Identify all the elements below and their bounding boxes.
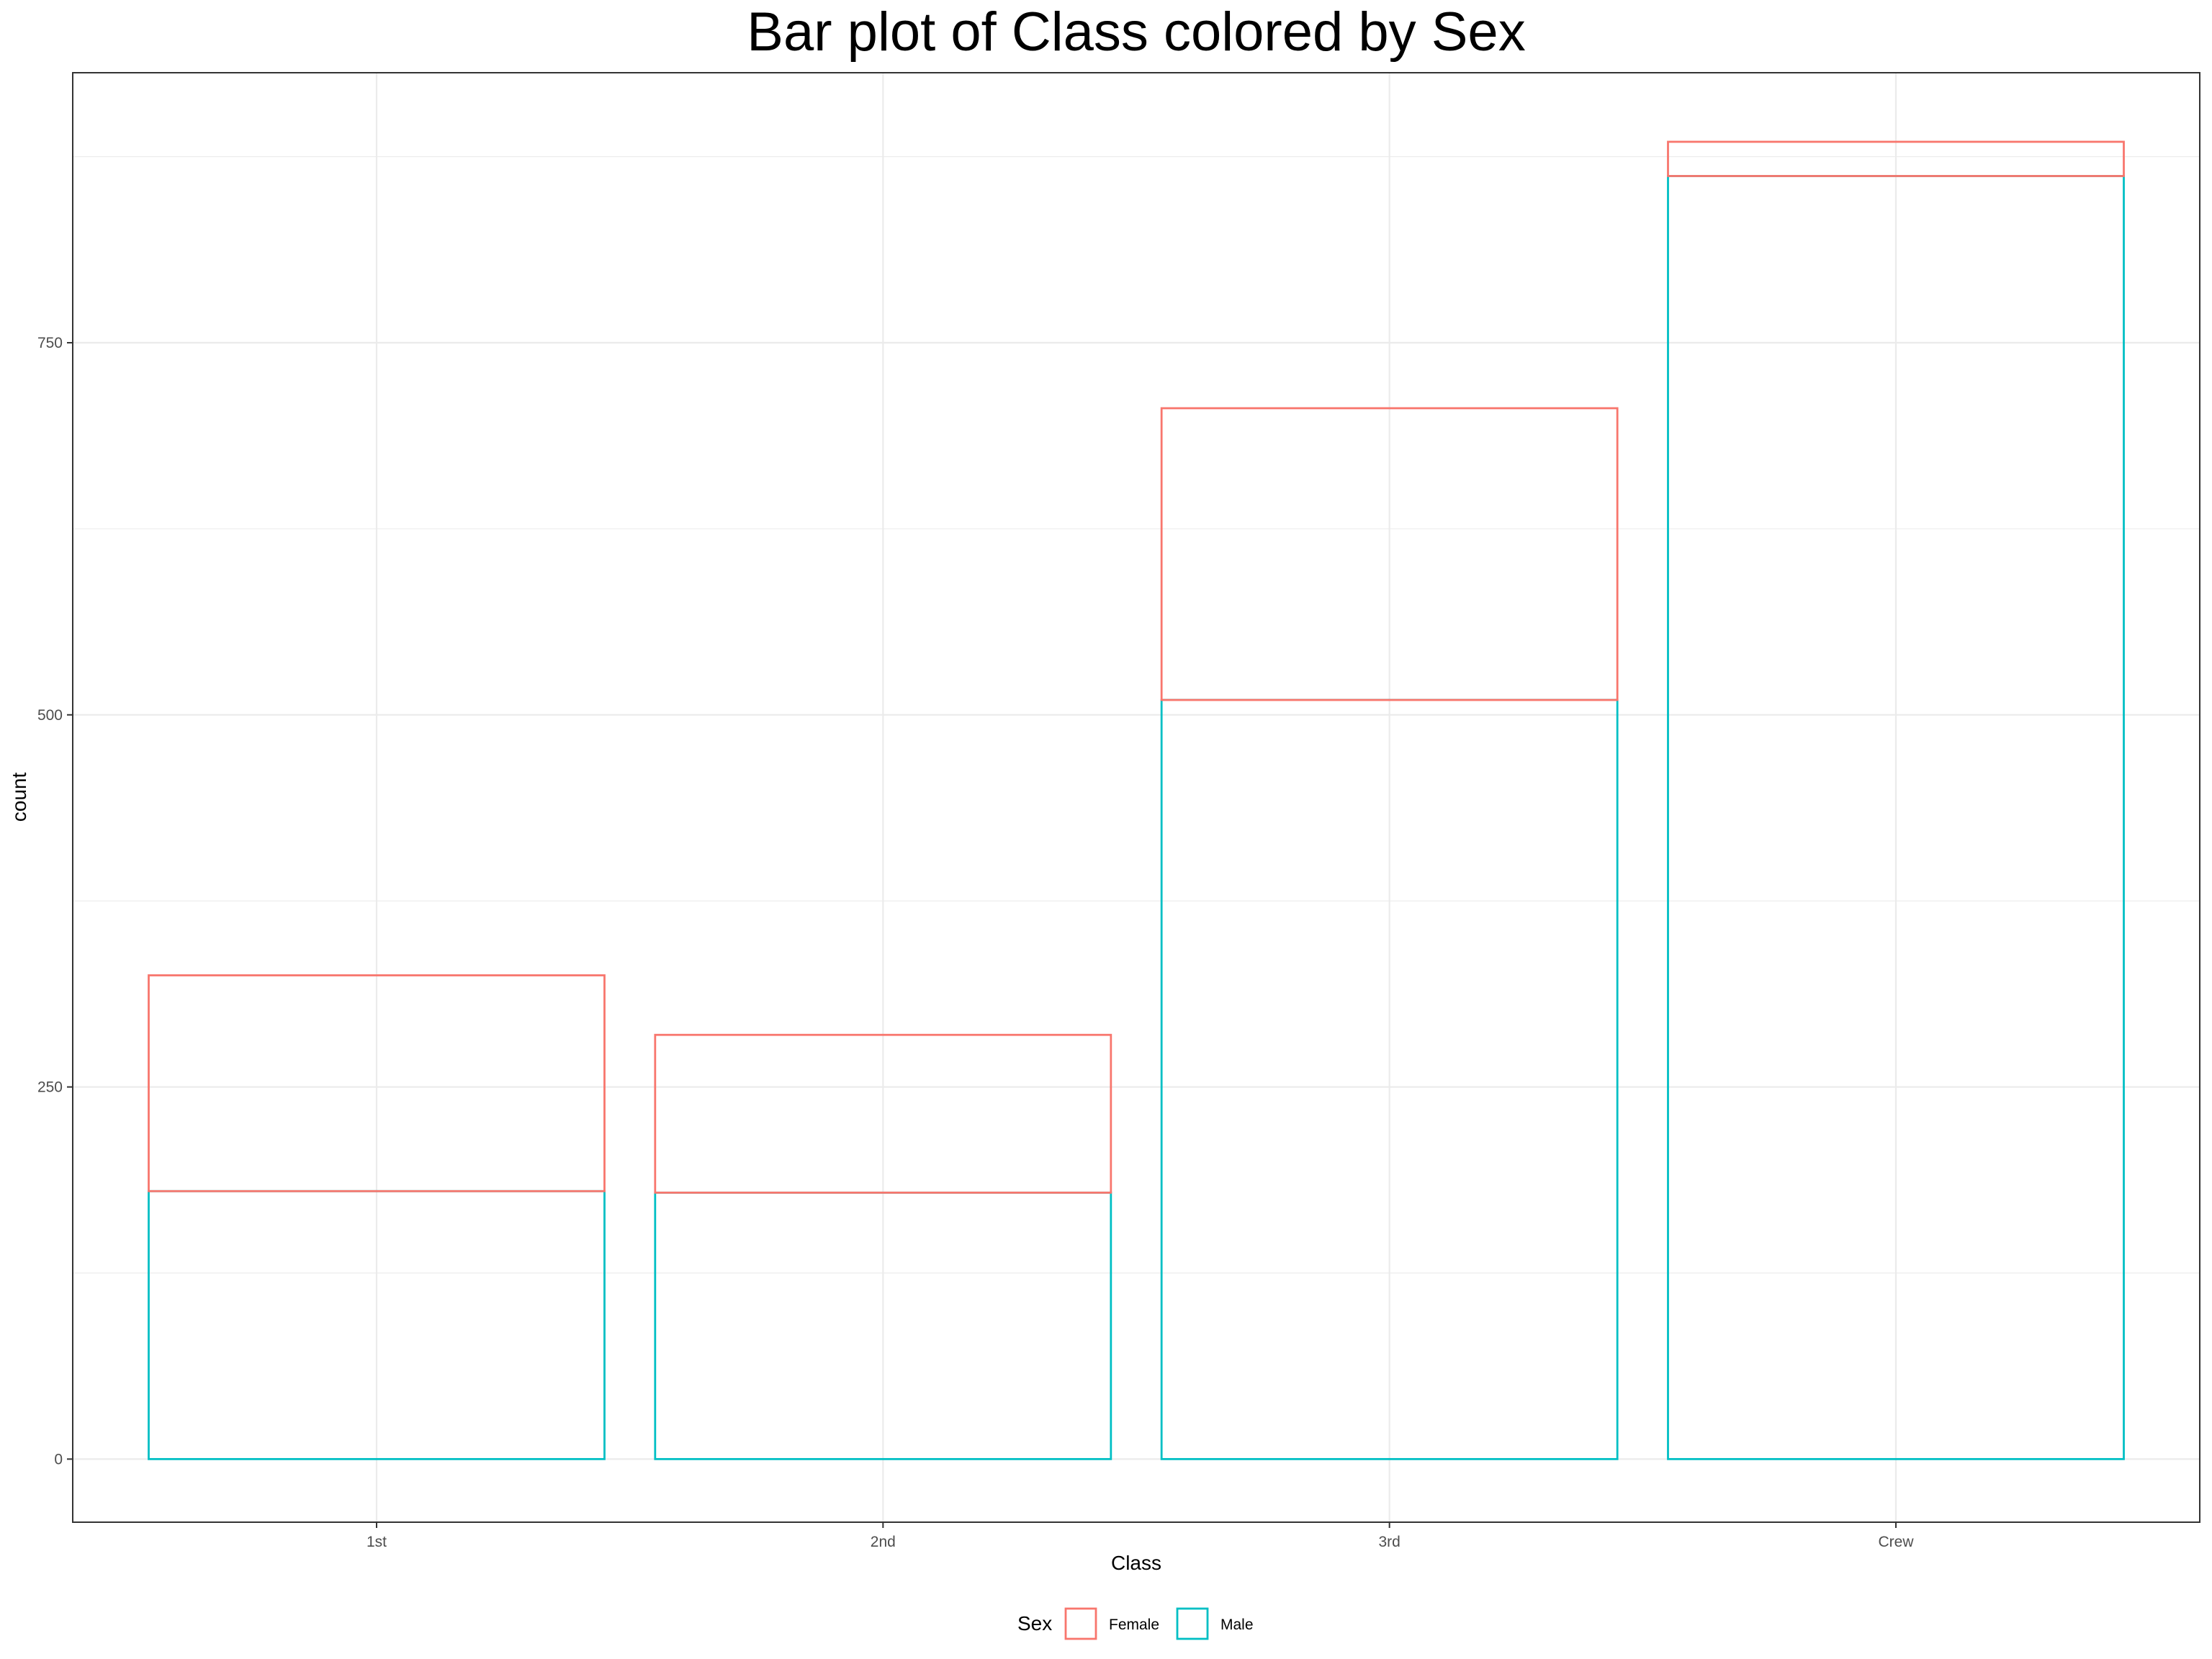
x-tick-label: Crew bbox=[1878, 1534, 1914, 1550]
bars bbox=[148, 140, 2125, 1460]
y-tick-label: 750 bbox=[37, 335, 63, 351]
legend-key-male bbox=[1176, 1607, 1209, 1640]
legend-key-female bbox=[1064, 1607, 1097, 1640]
bar-female-1st bbox=[148, 974, 606, 1192]
x-tick-label: 3rd bbox=[1378, 1534, 1400, 1550]
bar-female-crew bbox=[1667, 140, 2125, 177]
x-axis: 1st 2nd 3rd Crew bbox=[367, 1522, 1914, 1550]
legend-entry-male: Male bbox=[1176, 1607, 1254, 1640]
y-axis-title: count bbox=[8, 773, 30, 822]
x-tick-label: 1st bbox=[367, 1534, 387, 1550]
y-axis: 0 250 500 750 bbox=[37, 335, 73, 1467]
panel-border bbox=[72, 72, 2200, 1523]
y-tick-label: 0 bbox=[54, 1451, 63, 1467]
x-tick-label: 2nd bbox=[871, 1534, 896, 1550]
y-tick-label: 500 bbox=[37, 707, 63, 724]
x-axis-title: Class bbox=[1111, 1552, 1161, 1574]
legend: Sex Female Male bbox=[1017, 1607, 1254, 1640]
chart-title: Bar plot of Class colored by Sex bbox=[747, 1, 1525, 63]
bar-female-2nd bbox=[654, 1033, 1112, 1194]
legend-entry-female: Female bbox=[1064, 1607, 1159, 1640]
legend-title: Sex bbox=[1017, 1612, 1052, 1635]
legend-label-female: Female bbox=[1109, 1617, 1159, 1633]
y-tick-label: 250 bbox=[37, 1079, 63, 1096]
bar-female-3rd bbox=[1160, 407, 1619, 701]
grid-lines bbox=[73, 73, 2200, 1522]
legend-label-male: Male bbox=[1220, 1617, 1254, 1633]
